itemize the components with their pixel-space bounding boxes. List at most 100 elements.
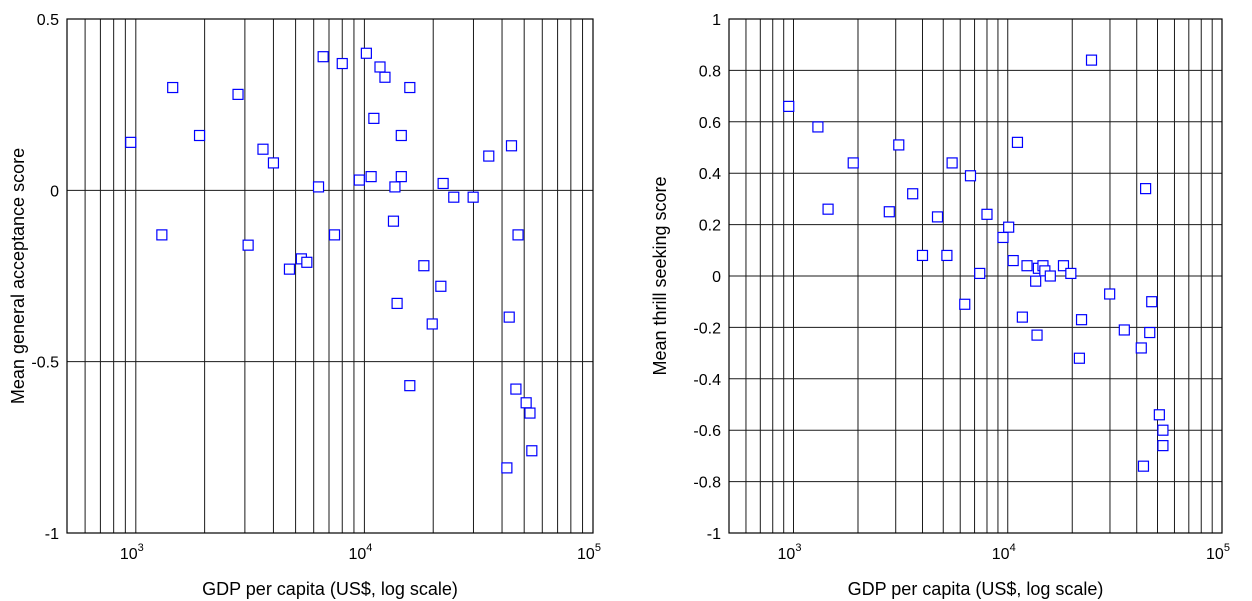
- data-point-marker: [883, 206, 895, 218]
- x-tick-exponent: 4: [1010, 542, 1016, 554]
- plot-frame: [66, 18, 594, 534]
- data-point-marker: [483, 150, 495, 162]
- plot-frame: [728, 18, 1223, 534]
- data-point-marker: [847, 157, 859, 169]
- x-tick-label: 103: [120, 542, 144, 563]
- data-point-marker: [946, 157, 958, 169]
- y-tick-label: 0.8: [699, 63, 721, 80]
- data-point-marker: [395, 129, 407, 142]
- y-tick-label: 0.5: [37, 12, 59, 29]
- x-tick-exponent: 5: [595, 542, 601, 554]
- x-tick-label: 104: [348, 542, 372, 563]
- y-axis-label: Mean thrill seeking score: [650, 176, 670, 375]
- data-point-marker: [510, 383, 522, 395]
- data-point-marker: [353, 174, 365, 186]
- y-tick-label: -0.2: [693, 320, 721, 337]
- x-tick-base: 10: [120, 546, 138, 563]
- data-point-marker: [360, 47, 372, 59]
- x-tick-base: 10: [577, 546, 595, 563]
- x-tick-label: 105: [1206, 542, 1230, 563]
- data-point-marker: [374, 61, 386, 73]
- data-point-marker: [156, 229, 168, 241]
- data-point-marker: [418, 260, 430, 272]
- data-point-marker: [1011, 136, 1024, 148]
- data-point-marker: [336, 57, 348, 70]
- data-point-marker: [1031, 329, 1043, 341]
- x-axis-label: GDP per capita (US$, log scale): [848, 579, 1104, 599]
- y-tick-label: -1: [707, 526, 721, 543]
- data-point-marker: [974, 267, 986, 280]
- x-axis-label: GDP per capita (US$, log scale): [202, 579, 458, 599]
- data-point-marker: [379, 71, 391, 83]
- y-tick-label: 1: [712, 12, 721, 29]
- x-tick-exponent: 3: [138, 542, 144, 554]
- data-point-marker: [391, 297, 403, 310]
- x-tick-base: 10: [778, 546, 796, 563]
- data-point-marker: [1146, 296, 1158, 308]
- data-point-marker: [893, 139, 905, 151]
- data-point-marker: [193, 129, 206, 142]
- data-point-marker: [242, 239, 254, 251]
- data-point-marker: [404, 81, 416, 94]
- data-point-marker: [1144, 326, 1156, 339]
- data-point-marker: [467, 191, 479, 203]
- data-point-marker: [1065, 267, 1077, 280]
- data-point-marker: [1157, 424, 1169, 436]
- data-point-marker: [1030, 275, 1042, 287]
- data-point-marker: [167, 81, 179, 94]
- data-point-marker: [1007, 254, 1019, 267]
- data-point-marker: [267, 157, 280, 169]
- x-tick-base: 10: [1206, 546, 1224, 563]
- data-point-marker: [1073, 352, 1086, 364]
- y-tick-label: -0.6: [693, 423, 721, 440]
- x-tick-label: 103: [778, 542, 802, 563]
- data-point-marker: [368, 112, 380, 124]
- data-point-marker: [1153, 409, 1165, 421]
- data-point-marker: [812, 121, 824, 133]
- y-tick-label: 0.2: [699, 218, 721, 235]
- y-tick-label: -1: [45, 526, 59, 543]
- data-point-marker: [503, 311, 515, 323]
- data-point-marker: [1135, 342, 1147, 354]
- data-point-marker: [959, 298, 971, 310]
- data-point-marker: [387, 215, 400, 227]
- data-point-marker: [1057, 260, 1070, 272]
- data-point-marker: [964, 170, 977, 182]
- data-point-marker: [931, 211, 944, 223]
- data-point-marker: [365, 171, 377, 183]
- x-tick-exponent: 3: [795, 542, 801, 554]
- x-tick-base: 10: [992, 546, 1010, 563]
- y-tick-label: -0.4: [693, 372, 721, 389]
- data-point-marker: [505, 140, 518, 152]
- data-point-marker: [317, 51, 329, 63]
- data-point-marker: [1016, 311, 1028, 323]
- y-tick-label: 0: [712, 269, 721, 286]
- data-point-marker: [389, 181, 401, 193]
- y-tick-label: -0.5: [31, 355, 59, 372]
- x-tick-exponent: 4: [366, 542, 372, 554]
- y-tick-label: -0.8: [693, 475, 721, 492]
- y-axis-label: Mean general acceptance score: [8, 148, 28, 404]
- data-point-marker: [426, 318, 438, 330]
- x-tick-label: 104: [992, 542, 1016, 563]
- y-tick-label: 0: [50, 183, 59, 200]
- data-point-marker: [1021, 260, 1033, 272]
- data-point-marker: [997, 231, 1009, 244]
- data-point-marker: [526, 445, 538, 457]
- data-point-marker: [404, 380, 416, 392]
- data-point-marker: [512, 229, 524, 241]
- data-point-marker: [1137, 460, 1150, 472]
- data-point-marker: [437, 177, 449, 190]
- data-point-marker: [520, 397, 532, 409]
- data-point-marker: [301, 256, 313, 268]
- data-point-marker: [328, 229, 341, 241]
- x-tick-label: 105: [577, 542, 601, 563]
- data-point-marker: [125, 136, 137, 148]
- data-point-marker: [1085, 54, 1098, 66]
- x-tick-base: 10: [348, 546, 366, 563]
- data-point-marker: [257, 143, 269, 155]
- data-point-marker: [283, 263, 296, 275]
